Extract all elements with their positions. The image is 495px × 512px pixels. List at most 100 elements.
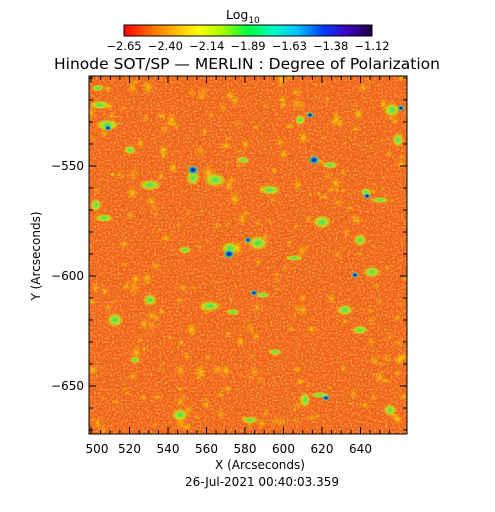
bright-speck [350,125,362,133]
bright-speck [127,79,139,95]
bright-speck [393,390,400,396]
bright-speck [292,406,298,413]
magnetic-patch [247,235,269,251]
bright-speck [175,362,186,378]
bright-speck [193,413,201,420]
bright-speck [273,285,281,293]
bright-speck [169,232,174,238]
bright-speck [229,174,234,179]
bright-speck [368,392,379,403]
bright-speck [384,149,394,159]
magnetic-patch [94,213,114,223]
bright-speck [232,119,244,129]
bright-speck [98,402,102,406]
bright-speck [220,387,224,393]
magnetic-patch [299,392,311,408]
bright-speck [282,263,289,272]
bright-speck [316,191,322,197]
bright-speck [182,351,192,362]
bright-speck [395,353,407,363]
bright-speck [211,363,224,377]
bright-speck [285,325,297,333]
bright-speck [222,384,234,394]
x-axis-label: X (Arcseconds) [215,458,305,472]
y-tick-label: −650 [51,379,84,393]
magnetic-patch [240,416,260,424]
polarization-patches [89,76,407,434]
bright-speck [200,399,212,411]
bright-speck [384,353,389,358]
bright-speck [325,122,330,126]
bright-speck [201,127,209,136]
bright-speck [142,78,155,96]
magnetic-patch [392,132,404,148]
bright-speck [235,335,246,348]
bright-speck [331,197,345,208]
colorbar-tick-label: −1.63 [272,39,307,53]
bright-speck [274,415,287,428]
bright-speck [383,192,387,198]
bright-speck [101,396,106,401]
bright-speck [225,221,232,226]
colorbar-tick-label: −1.89 [230,39,265,53]
bright-speck [121,386,128,392]
bright-speck [224,159,231,167]
bright-speck [290,95,303,112]
magnetic-patch [312,215,332,229]
bright-speck [127,280,141,296]
bright-speck [347,135,352,140]
bright-speck [184,209,192,217]
bright-speck [341,227,352,238]
magnetic-patch [351,325,369,335]
bright-speck [330,176,342,191]
bright-speck [268,196,277,204]
bright-speck [146,319,158,333]
strong-polarization-patch [104,124,112,132]
bright-speck [354,263,358,267]
bright-speck [380,353,393,364]
bright-speck [166,112,178,129]
bright-speck [351,101,357,109]
bright-speck [187,87,196,97]
bright-speck [366,307,374,314]
bright-speck [225,330,232,338]
magnetic-patch [225,308,241,316]
y-axis-ticks: −550 −600 −650 [51,77,407,431]
bright-speck [203,352,213,362]
bright-speck [230,95,241,107]
bright-speck [248,326,255,335]
bright-speck [125,186,139,200]
bright-speck [262,407,271,420]
bright-speck [305,381,312,388]
bright-speck [370,372,378,378]
bright-speck [283,122,296,130]
bright-speck [180,422,193,432]
bright-speck [398,392,407,401]
magnetic-patch [143,293,157,307]
bright-speck [273,272,281,277]
bright-speck [398,153,405,160]
colorbar-tick-label: −2.65 [106,39,141,53]
bright-speck [141,346,148,353]
bright-speck [354,250,365,258]
bright-speck [381,185,386,191]
colorbar-tick-label: −1.12 [354,39,389,53]
colorbar-tick-label: −2.14 [189,39,224,53]
bright-speck [185,322,198,337]
bright-speck [89,296,98,307]
bright-speck [176,283,189,292]
bright-speck [346,400,355,406]
bright-speck [221,364,231,377]
bright-speck [177,338,185,347]
bright-speck [271,276,282,283]
bright-speck [307,326,317,335]
bright-speck [199,208,205,214]
bright-speck [360,307,366,312]
bright-speck [190,285,198,290]
bright-speck [290,87,303,98]
bright-speck [365,76,372,85]
bright-speck [274,382,281,386]
bright-speck [282,217,286,220]
magnetic-patch [284,254,304,262]
